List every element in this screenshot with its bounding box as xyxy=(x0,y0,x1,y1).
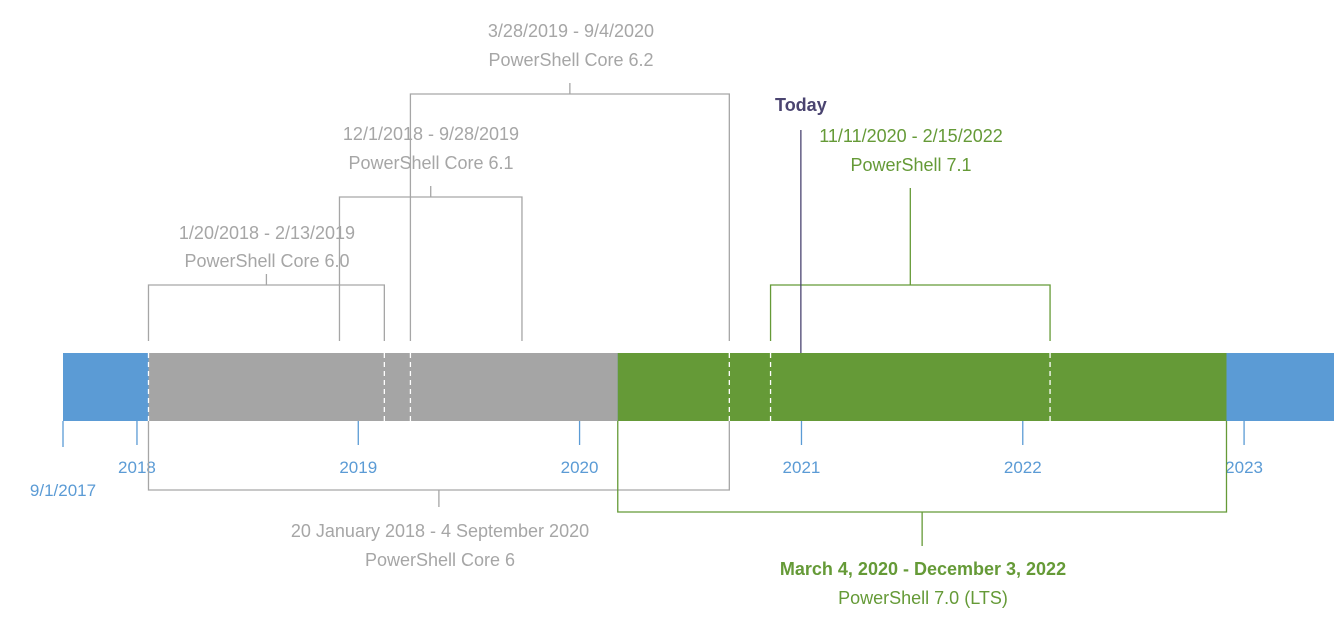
year-label-2019: 2019 xyxy=(339,458,377,477)
powershell-core-6-name: PowerShell Core 6 xyxy=(365,550,515,570)
powershell-core-6-1-dates: 12/1/2018 - 9/28/2019 xyxy=(343,124,519,144)
powershell-7-0-name: PowerShell 7.0 (LTS) xyxy=(838,588,1008,608)
year-label-2018: 2018 xyxy=(118,458,156,477)
year-ticks xyxy=(136,421,1245,445)
powershell-core-6-0-name: PowerShell Core 6.0 xyxy=(184,251,349,271)
powershell-core-6-bracket xyxy=(147,421,730,507)
powershell-core-6-2-name: PowerShell Core 6.2 xyxy=(488,50,653,70)
year-label-2020: 2020 xyxy=(561,458,599,477)
powershell-7-1-bracket xyxy=(769,188,1051,341)
year-labels: 2018 2019 2020 2021 2022 2023 xyxy=(118,458,1263,477)
start-date-label: 9/1/2017 xyxy=(30,481,96,500)
powershell-core-6-2-dates: 3/28/2019 - 9/4/2020 xyxy=(488,21,654,41)
today-label: Today xyxy=(775,95,827,115)
powershell-7-0-dates: March 4, 2020 - December 3, 2022 xyxy=(780,559,1066,579)
release-markers xyxy=(147,353,1051,421)
year-label-2022: 2022 xyxy=(1004,458,1042,477)
powershell-core-6-0-bracket xyxy=(147,274,385,341)
powershell-core-6-0-dates: 1/20/2018 - 2/13/2019 xyxy=(179,223,355,243)
year-label-2023: 2023 xyxy=(1225,458,1263,477)
powershell-7-1-dates: 11/11/2020 - 2/15/2022 xyxy=(819,126,1003,146)
powershell-core-6-1-bracket xyxy=(338,186,523,341)
powershell-core-6-2-bracket xyxy=(409,83,730,341)
powershell-7-0-bracket xyxy=(617,421,1228,546)
powershell-7-segment xyxy=(617,353,1227,421)
powershell-core-6-1-name: PowerShell Core 6.1 xyxy=(348,153,513,173)
powershell-core-6-dates: 20 January 2018 - 4 September 2020 xyxy=(291,521,589,541)
year-label-2021: 2021 xyxy=(783,458,821,477)
powershell-7-1-name: PowerShell 7.1 xyxy=(850,155,971,175)
powershell-core-6-segment xyxy=(148,353,618,421)
